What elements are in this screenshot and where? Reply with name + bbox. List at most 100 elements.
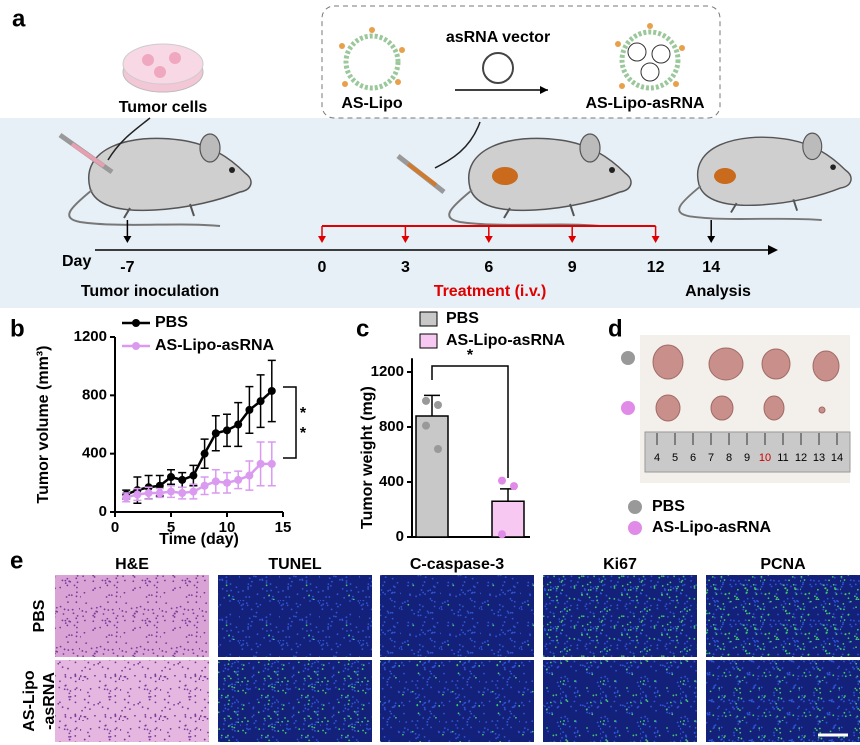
x-tick-label: 0 xyxy=(111,519,119,536)
ruler-number: 7 xyxy=(708,452,714,464)
panel-label: b xyxy=(10,315,25,342)
data-point xyxy=(178,475,187,484)
data-point xyxy=(434,401,442,409)
data-point xyxy=(422,421,430,430)
legend-swatch xyxy=(419,311,438,327)
y-axis-label: Tumor volume (mm³) xyxy=(35,346,52,504)
data-point xyxy=(234,475,243,484)
excised-tumors xyxy=(652,344,840,422)
y-tick-label: 0 xyxy=(99,503,107,520)
y-tick-label: 400 xyxy=(379,473,404,490)
y-tick-label: 400 xyxy=(82,445,107,462)
syringe xyxy=(58,132,446,194)
data-point xyxy=(267,386,276,395)
y-tick-label: 800 xyxy=(82,386,107,403)
data-point xyxy=(155,489,164,498)
legend-label: AS-Lipo-asRNA xyxy=(155,337,275,354)
column-header: C-caspase-3 xyxy=(410,556,504,573)
data-point xyxy=(256,397,265,406)
data-point xyxy=(245,405,254,414)
group-dot xyxy=(621,401,635,415)
data-point xyxy=(223,426,231,435)
data-point xyxy=(189,487,198,496)
x-axis-label: Time (day) xyxy=(159,531,239,548)
data-point xyxy=(167,487,175,496)
day-label: 6 xyxy=(484,259,493,276)
ruler-number: 4 xyxy=(654,452,660,464)
day-arrowhead xyxy=(401,236,410,243)
micrograph xyxy=(218,575,372,657)
data-point xyxy=(200,449,209,458)
data-point xyxy=(211,477,220,486)
ruler-number: 14 xyxy=(831,452,843,464)
significance-bracket xyxy=(431,365,509,478)
day-label: 3 xyxy=(401,259,410,276)
ruler-number: 11 xyxy=(777,452,788,464)
micrograph xyxy=(706,575,860,657)
panel-label: c xyxy=(356,315,369,342)
x-tick-label: 15 xyxy=(275,519,292,536)
legend-label: AS-Lipo-asRNA xyxy=(652,519,772,536)
column-header: H&E xyxy=(115,556,149,573)
y-axis-label: Tumor weight (mg) xyxy=(359,386,376,529)
day-label: 0 xyxy=(318,259,327,276)
legend-marker xyxy=(132,319,140,327)
y-tick-label: 0 xyxy=(396,528,404,545)
ruler-number: 6 xyxy=(690,452,696,464)
timeline-arrowhead xyxy=(768,245,778,255)
phase-label: Tumor inoculation xyxy=(81,283,219,300)
day-arrowhead xyxy=(123,236,132,243)
error-bar xyxy=(500,488,516,502)
tumor xyxy=(492,167,518,185)
phase-label: Treatment (i.v.) xyxy=(434,283,547,300)
data-point xyxy=(200,481,209,490)
phase-label: Analysis xyxy=(685,283,751,300)
micrograph xyxy=(706,660,860,742)
reaction-arrowhead xyxy=(540,86,548,94)
legend-dot xyxy=(628,521,642,535)
column-header: Ki67 xyxy=(603,556,637,573)
data-point xyxy=(267,459,276,468)
row-label: PBS xyxy=(31,599,48,632)
day-arrowhead xyxy=(651,236,660,243)
data-point xyxy=(133,490,142,499)
formulation-box xyxy=(321,5,721,119)
data-point xyxy=(434,445,442,453)
day-arrowhead xyxy=(484,236,493,243)
data-point xyxy=(167,473,175,481)
significance-mark: * xyxy=(467,347,474,364)
micrograph xyxy=(55,660,209,742)
micrograph xyxy=(380,575,534,657)
legend-dot xyxy=(628,500,642,514)
day-arrowhead xyxy=(318,236,326,243)
data-point xyxy=(155,481,164,490)
legend-marker xyxy=(132,342,140,350)
micrograph xyxy=(218,660,372,742)
column-header: TUNEL xyxy=(268,556,322,573)
ruler-number: 9 xyxy=(744,452,750,464)
day-label: 9 xyxy=(568,259,577,276)
legend-swatch xyxy=(419,333,438,349)
bar xyxy=(415,415,449,538)
day-label: 12 xyxy=(647,259,665,276)
micrograph xyxy=(543,575,697,657)
data-point xyxy=(122,493,131,502)
data-point xyxy=(189,471,198,480)
micrograph xyxy=(543,660,697,742)
pointer-arrow xyxy=(434,121,481,169)
significance-bracket xyxy=(283,386,297,459)
data-point xyxy=(510,482,518,491)
error-bar xyxy=(424,394,440,416)
ruler-number: 12 xyxy=(795,452,807,464)
y-tick-label: 800 xyxy=(379,418,404,435)
day-axis-label: Day xyxy=(62,253,91,270)
x-tick-label: 5 xyxy=(167,519,175,536)
panel-label: d xyxy=(608,315,623,342)
data-point xyxy=(498,530,506,539)
legend-label: PBS xyxy=(652,498,685,515)
data-point xyxy=(245,471,254,480)
ruler-number: 13 xyxy=(813,452,825,464)
data-point xyxy=(144,489,153,498)
day-label: -7 xyxy=(120,259,134,276)
significance-mark: * xyxy=(300,425,307,442)
